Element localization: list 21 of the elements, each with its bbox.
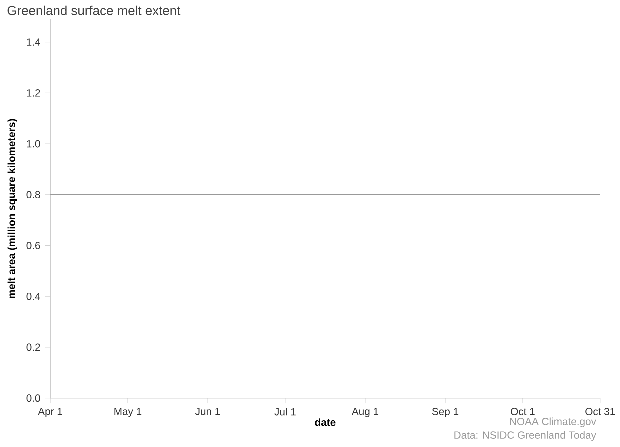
- x-tick-label: Apr 1: [38, 408, 62, 418]
- y-tick-label: 0.2: [26, 344, 40, 352]
- chart-title: Greenland surface melt extent: [8, 6, 181, 16]
- x-tick-label: Jul 1: [274, 408, 296, 416]
- x-tick-label: Oct 1: [511, 408, 535, 416]
- text: Data: NSIDC Greenland Today: [454, 431, 596, 442]
- x-tick-label: May 1: [114, 408, 142, 418]
- text: NOAA Climate.gov: [510, 418, 596, 428]
- y-tick-label: 0.0: [26, 394, 40, 402]
- y-tick-label: 0.8: [26, 191, 40, 199]
- y-tick-label: 0.6: [26, 242, 40, 250]
- y-axis-title: melt area (million square kilometers): [8, 119, 18, 298]
- y-tick-label: 1.0: [27, 140, 40, 148]
- y-tick-label: 1.4: [27, 38, 40, 46]
- x-tick-label: Sep 1: [432, 408, 459, 418]
- x-tick-label: Jun 1: [195, 408, 220, 416]
- x-axis-title: date: [315, 418, 336, 426]
- y-tick-label: 1.2: [27, 90, 40, 97]
- x-tick-label: Aug 1: [352, 408, 379, 418]
- x-tick-label: Oct 31: [586, 408, 616, 416]
- y-tick-label: 0.4: [26, 292, 40, 300]
